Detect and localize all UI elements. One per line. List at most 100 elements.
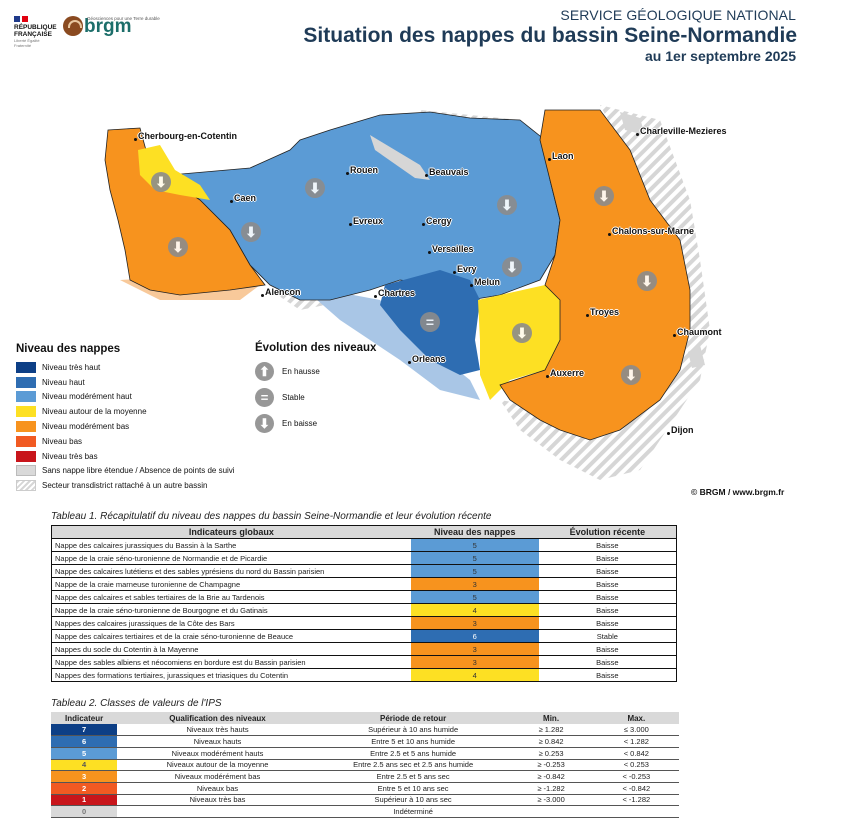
city-label: Melun bbox=[470, 277, 500, 287]
basin-map-shapes bbox=[104, 105, 710, 480]
city-label: Chartres bbox=[373, 288, 416, 298]
arrow-down-icon: ⬇ bbox=[637, 271, 657, 291]
arrow-down-icon: ⬇ bbox=[512, 323, 532, 343]
arrow-down-icon: ⬇ bbox=[151, 172, 171, 192]
table-row: Nappes des calcaires jurassiques de la C… bbox=[50, 616, 677, 630]
city-label: Auxerre bbox=[545, 368, 585, 378]
city-label: Evry bbox=[453, 264, 477, 274]
arrow-down-icon: ⬇ bbox=[168, 237, 188, 257]
arrow-down-icon: ⬇ bbox=[255, 413, 274, 433]
arrow-down-icon: ⬇ bbox=[621, 365, 641, 385]
service-label: SERVICE GÉOLOGIQUE NATIONAL bbox=[560, 7, 796, 23]
legend-item: Niveau modérément haut bbox=[16, 390, 235, 405]
table-row: Nappes du socle du Cotentin à la Mayenne… bbox=[50, 642, 677, 656]
swatch-transdistrict bbox=[16, 480, 36, 492]
city-label: Caen bbox=[229, 193, 257, 203]
city-label: Alencon bbox=[261, 287, 301, 297]
french-flag-icon bbox=[14, 16, 54, 22]
table-row: Nappe des calcaires jurassiques du Bassi… bbox=[50, 538, 677, 552]
legend-evolution-title: Évolution des niveaux bbox=[255, 342, 377, 354]
arrow-up-icon: ⬆ bbox=[255, 361, 274, 381]
swatch-bas bbox=[16, 435, 36, 447]
table-row: 0 Indéterminé bbox=[51, 805, 679, 818]
republique-francaise-logo: RÉPUBLIQUE FRANÇAISE Liberté Égalité Fra… bbox=[14, 16, 57, 48]
city-label: Beauvais bbox=[425, 167, 469, 177]
table-row: Nappe de la craie séno-turonienne de Nor… bbox=[50, 551, 677, 565]
legend-item: ⬆ En hausse bbox=[255, 358, 376, 384]
table2-caption: Tableau 2. Classes de valeurs de l'IPS bbox=[51, 698, 222, 709]
swatch-moderement-bas bbox=[16, 421, 36, 433]
arrow-down-icon: ⬇ bbox=[497, 195, 517, 215]
legend-item: Niveau haut bbox=[16, 375, 235, 390]
swatch-haut bbox=[16, 376, 36, 388]
city-label: Orleans bbox=[408, 354, 446, 364]
city-label: Evreux bbox=[348, 216, 384, 226]
legend-item: Niveau très haut bbox=[16, 360, 235, 375]
table-row: Nappe des calcaires et sables tertiaires… bbox=[50, 590, 677, 604]
copyright: © BRGM / www.brgm.fr bbox=[691, 487, 785, 497]
col-header: Période de retour bbox=[317, 712, 509, 724]
col-header: Évolution récente bbox=[538, 525, 677, 539]
city-label: Troyes bbox=[585, 307, 620, 317]
legend-levels: Niveau des nappes Niveau très haut Nivea… bbox=[16, 343, 235, 493]
col-header: Niveau des nappes bbox=[410, 525, 539, 539]
legend-evolution: Évolution des niveaux ⬆ En hausse = Stable… bbox=[255, 342, 376, 436]
col-header: Min. bbox=[508, 712, 594, 724]
basin-map: Cherbourg-en-Cotentin Caen Rouen Beauvai… bbox=[0, 90, 854, 500]
col-header: Indicateurs globaux bbox=[50, 525, 411, 539]
table-row: Nappe des sables albiens et néocomiens e… bbox=[50, 655, 677, 669]
table2-ips-classes: Indicateur Qualification des niveaux Pér… bbox=[51, 712, 679, 818]
table-row: Nappe de la craie marneuse turonienne de… bbox=[50, 577, 677, 591]
city-label: Laon bbox=[548, 151, 574, 161]
legend-item: Niveau autour de la moyenne bbox=[16, 404, 235, 419]
legend-item: ⬇ En baisse bbox=[255, 410, 376, 436]
legend-item: Niveau bas bbox=[16, 434, 235, 449]
rf-line2: FRANÇAISE bbox=[14, 31, 52, 38]
city-label: Chalons-sur-Marne bbox=[607, 226, 695, 236]
table-row: 3 Niveaux modérément bas Entre 2.5 et 5 an… bbox=[51, 770, 679, 783]
swatch-tres-bas bbox=[16, 450, 36, 462]
city-label: Rouen bbox=[346, 165, 378, 175]
city-label: Charleville-Mezieres bbox=[636, 126, 727, 136]
legend-levels-title: Niveau des nappes bbox=[16, 343, 121, 355]
city-label: Versailles bbox=[428, 244, 474, 254]
city-label: Dijon bbox=[667, 425, 694, 435]
table-row: 6 Niveaux hauts Entre 5 et 10 ans humide ≥ … bbox=[51, 735, 679, 748]
table-row: 7 Niveaux très hauts Supérieur à 10 ans hu… bbox=[51, 724, 679, 737]
brgm-emblem-icon bbox=[63, 16, 83, 36]
table-row: 2 Niveaux bas Entre 5 et 10 ans sec ≥ -1.28… bbox=[51, 782, 679, 795]
swatch-sans-nappe bbox=[16, 465, 36, 477]
equals-icon: = bbox=[255, 387, 274, 407]
arrow-down-icon: ⬇ bbox=[241, 222, 261, 242]
brgm-tagline: Géosciences pour une Terre durable bbox=[87, 16, 160, 21]
table-row: 1 Niveaux très bas Supérieur à 10 ans sec ≥… bbox=[51, 794, 679, 807]
legend-item: Secteur transdistrict rattaché à un autr… bbox=[16, 478, 235, 493]
city-label: Cherbourg-en-Cotentin bbox=[134, 131, 237, 141]
brgm-logo: brgm Géosciences pour une Terre durable bbox=[63, 16, 160, 37]
table1-summary: Indicateurs globaux Niveau des nappes Év… bbox=[50, 525, 677, 682]
swatch-moderement-haut bbox=[16, 391, 36, 403]
table1-caption: Tableau 1. Récapitulatif du niveau des n… bbox=[51, 511, 492, 522]
legend-item: = Stable bbox=[255, 384, 376, 410]
city-label: Cergy bbox=[422, 216, 452, 226]
swatch-moyenne bbox=[16, 406, 36, 418]
swatch-tres-haut bbox=[16, 361, 36, 373]
arrow-down-icon: ⬇ bbox=[594, 186, 614, 206]
city-label: Chaumont bbox=[673, 327, 722, 337]
table-row: 4 Niveaux autour de la moyenne Entre 2.5 a… bbox=[51, 759, 679, 772]
table-row: Nappe des calcaires tertiaires et de la … bbox=[50, 629, 677, 643]
table-row: 5 Niveaux modérément hauts Entre 2.5 et 5 … bbox=[51, 747, 679, 760]
rf-motto: Liberté Égalité Fraternité bbox=[14, 38, 40, 48]
col-header: Max. bbox=[593, 712, 679, 724]
table-row: Nappes des formations tertiaires, jurass… bbox=[50, 668, 677, 682]
col-header: Indicateur bbox=[51, 712, 118, 724]
rf-line1: RÉPUBLIQUE bbox=[14, 24, 57, 31]
legend-item: Niveau modérément bas bbox=[16, 419, 235, 434]
brgm-name: brgm bbox=[84, 16, 132, 37]
arrow-down-icon: ⬇ bbox=[305, 178, 325, 198]
equals-icon: = bbox=[420, 312, 440, 332]
table-row: Nappe des calcaires lutétiens et des sab… bbox=[50, 564, 677, 578]
page-subtitle: au 1er septembre 2025 bbox=[645, 48, 796, 64]
legend-item: Sans nappe libre étendue / Absence de po… bbox=[16, 464, 235, 479]
col-header: Qualification des niveaux bbox=[117, 712, 318, 724]
